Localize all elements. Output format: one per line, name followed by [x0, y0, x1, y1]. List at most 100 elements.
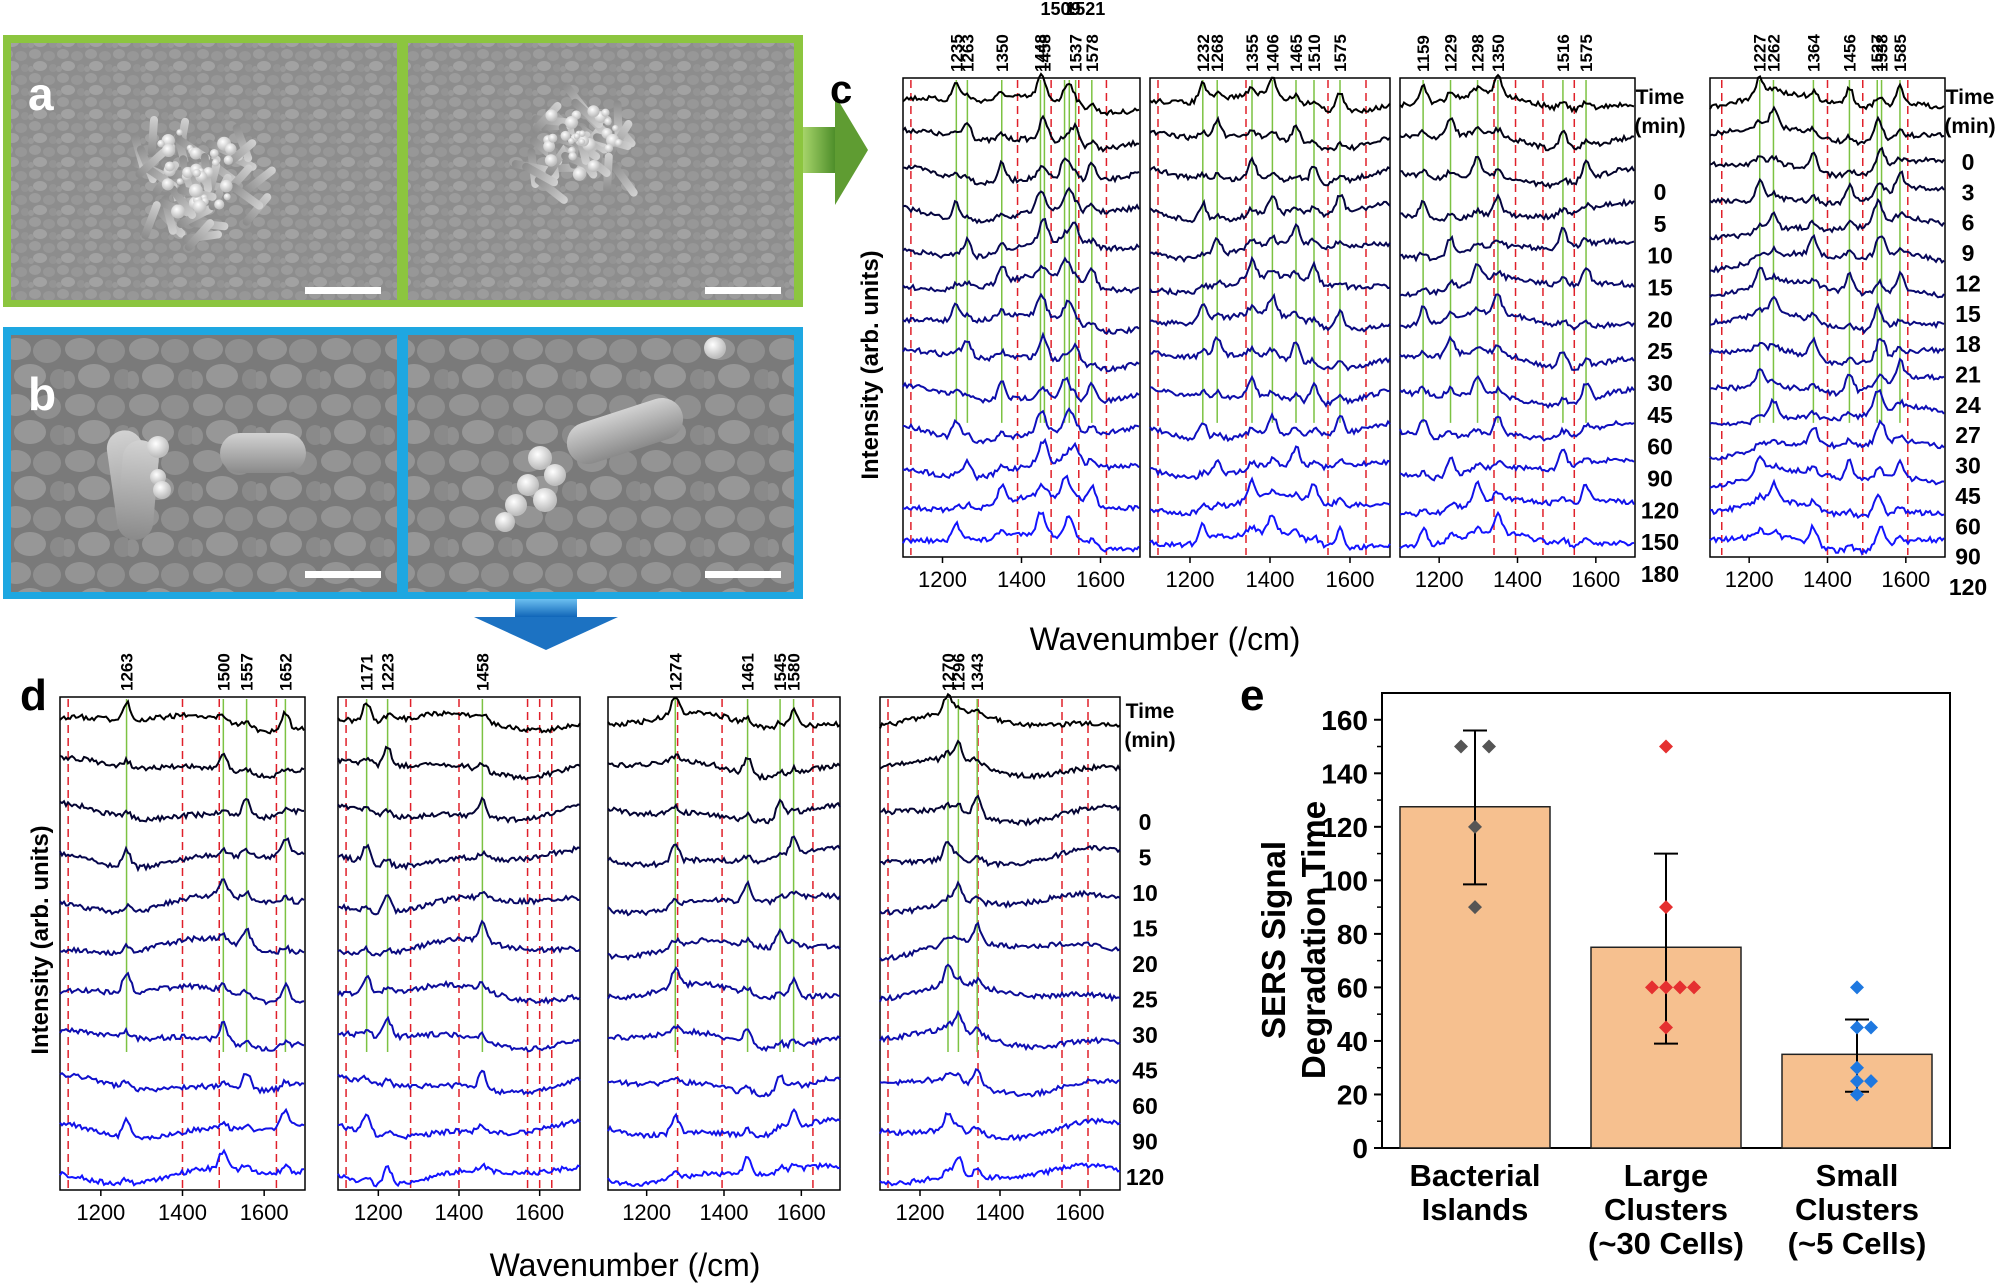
- peak-label: 1456: [1840, 34, 1859, 72]
- nanoparticle: [189, 147, 202, 160]
- spectrum-trace: [337, 796, 581, 824]
- spectrum-trace: [1709, 357, 1945, 398]
- spectrum-trace: [879, 963, 1121, 1003]
- sem-image-b-right: [408, 335, 794, 592]
- x-tick-label: 1400: [700, 1200, 749, 1225]
- spectrum-trace: [1149, 374, 1391, 408]
- nanoparticle: [543, 140, 556, 153]
- time-label: 45: [1647, 402, 1673, 428]
- bacterium-rod: [610, 162, 638, 197]
- panel-label-a: a: [28, 68, 54, 120]
- y-tick-label: 20: [1337, 1079, 1368, 1110]
- spectrum-trace: [1149, 335, 1391, 372]
- time-label: 15: [1955, 301, 1981, 327]
- peak-label: 1159: [1414, 35, 1433, 72]
- time-label: 60: [1132, 1093, 1158, 1119]
- panel-e-ylabel-line2: Degradation Time: [1295, 801, 1332, 1079]
- peak-label: 1557: [238, 653, 257, 691]
- panel-c: c Intensity (arb. units) Wavenumber (/cm…: [830, 0, 1996, 657]
- time-label: 18: [1955, 331, 1981, 357]
- time-label: 60: [1955, 513, 1981, 539]
- peak-label: 1262: [1765, 34, 1784, 72]
- panel-label-b: b: [28, 368, 56, 420]
- peak-label-upper: 1509: [1041, 0, 1081, 19]
- data-point: [1645, 980, 1659, 995]
- bacterium-rod: [147, 115, 159, 156]
- peak-label: 1355: [1243, 34, 1262, 72]
- data-point: [1482, 739, 1496, 754]
- peak-label: 1465: [1287, 34, 1306, 72]
- x-tick-label: 1200: [896, 1200, 945, 1225]
- spectrum-trace: [607, 1108, 841, 1140]
- peak-label: 1537: [1067, 34, 1086, 72]
- spectrum-trace: [902, 256, 1140, 295]
- spectrum-trace: [337, 1113, 581, 1141]
- time-label: 0: [1654, 179, 1667, 205]
- nanoparticle: [612, 124, 619, 132]
- time-label: 30: [1647, 370, 1673, 396]
- nanoparticle: [548, 133, 558, 143]
- panel-d-ylabel: Intensity (arb. units): [27, 825, 54, 1054]
- nanoparticle: [192, 199, 207, 214]
- spectrum-trace: [1709, 233, 1945, 274]
- spectrum-trace: [607, 798, 841, 825]
- spectrum-trace: [1149, 222, 1391, 263]
- time-label: 20: [1647, 306, 1673, 332]
- spectrum-trace: [59, 699, 305, 735]
- nanoparticle: [587, 105, 600, 118]
- peak-label: 1298: [1469, 34, 1488, 72]
- spectrum-trace: [1149, 514, 1391, 552]
- time-label: 45: [1955, 483, 1981, 509]
- spectrum-trace: [1709, 197, 1945, 241]
- y-tick-label: 60: [1337, 972, 1368, 1003]
- nanoparticle: [573, 133, 581, 140]
- spectrum-trace: [337, 1015, 581, 1053]
- spectrum-trace: [607, 928, 841, 961]
- spectrum-trace: [902, 157, 1140, 187]
- time-label: 21: [1955, 362, 1981, 388]
- spectrum-trace: [59, 878, 305, 916]
- bacterium-rod: [571, 98, 604, 129]
- panel-a: a: [3, 35, 803, 307]
- time-label: 5: [1654, 211, 1667, 237]
- y-tick-label: 120: [1321, 812, 1368, 843]
- data-point: [1468, 900, 1482, 915]
- time-label: 45: [1132, 1058, 1158, 1084]
- peak-label: 1229: [1442, 34, 1461, 72]
- spectrum-trace: [879, 794, 1121, 827]
- category-label: Clusters: [1604, 1192, 1728, 1227]
- category-label: Small: [1816, 1158, 1899, 1193]
- peak-label: 1545: [771, 653, 790, 691]
- time-label: 6: [1962, 210, 1975, 236]
- nanoparticle: [224, 143, 237, 155]
- panel-label-c: c: [830, 68, 852, 112]
- peak-label: 1268: [1208, 34, 1227, 72]
- time-label: 9: [1962, 240, 1975, 266]
- spectrum-trace: [59, 1107, 305, 1141]
- category-label: Islands: [1422, 1192, 1529, 1227]
- spectrum-trace: [1709, 388, 1945, 427]
- panel-c-xlabel: Wavenumber (/cm): [1030, 621, 1301, 657]
- spectrum-trace: [59, 971, 305, 1006]
- bacterium-rod: [135, 148, 168, 178]
- bacterium-rod: [242, 193, 272, 226]
- spectrum-trace: [902, 114, 1140, 153]
- spectrum-trace: [59, 1020, 305, 1052]
- spectrum-trace: [1149, 255, 1391, 296]
- nanoparticle: [211, 158, 220, 167]
- nanoparticle: [604, 143, 614, 153]
- nanoparticle: [223, 155, 234, 165]
- nanoparticle: [568, 152, 577, 161]
- x-tick-label: 1600: [1881, 567, 1930, 592]
- arrow-down-icon: [474, 599, 618, 650]
- x-tick-label: 1400: [1803, 567, 1852, 592]
- y-tick-label: 80: [1337, 919, 1368, 950]
- spectrum-trace: [1149, 156, 1391, 187]
- peak-label: 1458: [473, 653, 492, 691]
- peak-label: 1343: [968, 653, 987, 691]
- peak-label: 1223: [379, 653, 398, 691]
- spectrum-trace: [1709, 522, 1945, 556]
- spectrum-trace: [1709, 419, 1945, 461]
